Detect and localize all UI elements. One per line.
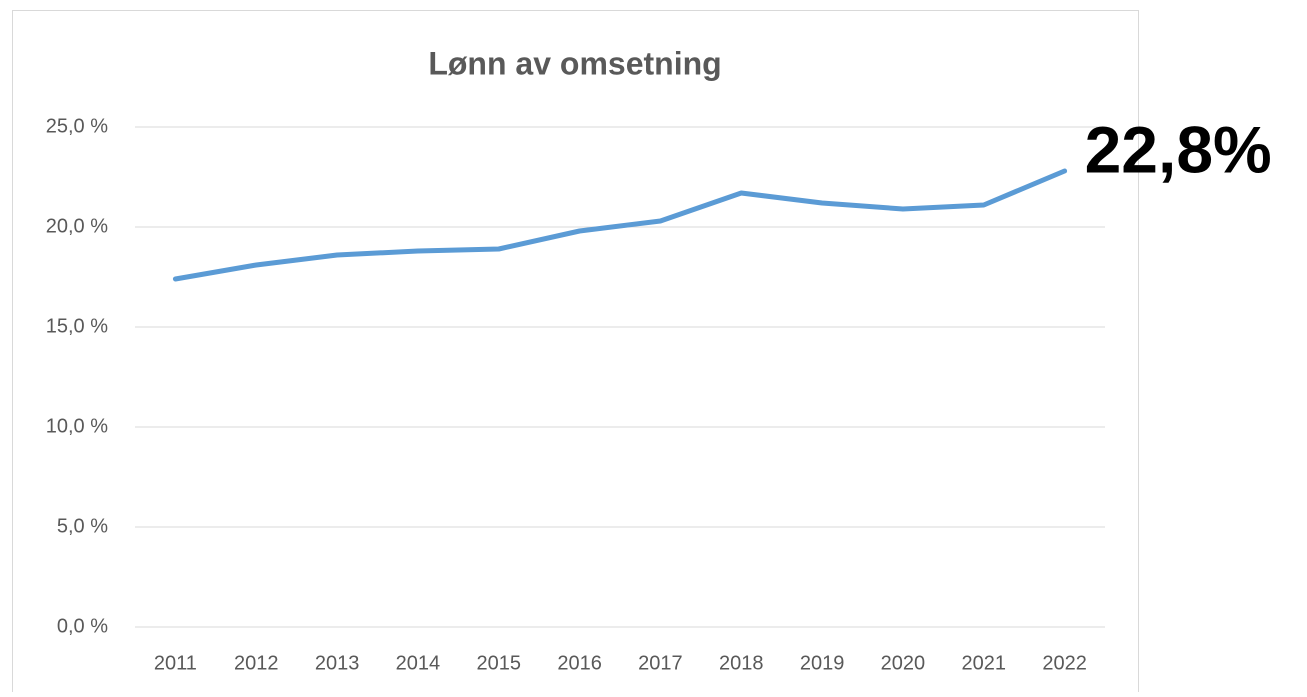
x-tick-label: 2013 — [315, 652, 360, 674]
y-tick-label: 5,0 % — [57, 515, 108, 537]
x-tick-label: 2019 — [800, 652, 845, 674]
x-tick-label: 2021 — [962, 652, 1007, 674]
x-tick-label: 2011 — [154, 652, 197, 674]
value-label: 22,8% — [1085, 112, 1272, 186]
x-tick-label: 2014 — [396, 652, 441, 674]
y-tick-label: 20,0 % — [46, 215, 108, 237]
y-tick-label: 15,0 % — [46, 315, 108, 337]
y-tick-label: 10,0 % — [46, 415, 108, 437]
x-tick-label: 2018 — [719, 652, 764, 674]
y-tick-label: 25,0 % — [46, 115, 108, 137]
x-tick-label: 2016 — [557, 652, 602, 674]
x-tick-label: 2012 — [234, 652, 279, 674]
x-tick-label: 2022 — [1042, 652, 1087, 674]
data-line — [172, 168, 1068, 282]
x-tick-label: 2015 — [477, 652, 522, 674]
y-tick-label: 0,0 % — [57, 615, 108, 637]
chart-frame — [12, 10, 1139, 697]
x-tick-label: 2020 — [881, 652, 926, 674]
x-tick-label: 2017 — [638, 652, 683, 674]
chart-title: Lønn av omsetning — [428, 45, 721, 81]
